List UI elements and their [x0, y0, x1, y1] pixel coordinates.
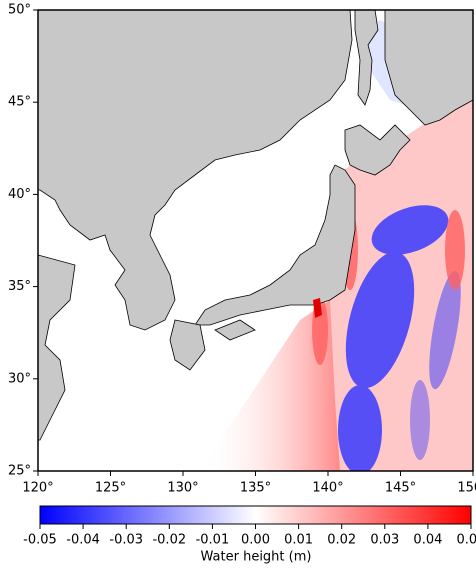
colorbar	[39, 505, 472, 525]
wave-fan	[200, 300, 345, 471]
colorbar-tick-label: -0.01	[196, 533, 230, 548]
colorbar-tick-label: 0.05	[457, 533, 476, 548]
y-tick-label: 50°	[8, 3, 31, 18]
land-kyushu	[169, 319, 206, 371]
y-tick-label: 45°	[8, 95, 31, 110]
land-sakhalin	[354, 10, 379, 106]
colorbar-label: Water height (m)	[201, 550, 312, 565]
colorbar-tick-label: -0.02	[152, 533, 186, 548]
land-hokkaido	[344, 124, 411, 176]
colorbar-tick-label: -0.03	[109, 533, 143, 548]
colorbar-tick-label: 0.00	[241, 533, 270, 548]
land-russia	[384, 10, 473, 126]
colorbar-tick-label: 0.02	[327, 533, 356, 548]
land-mainland	[38, 10, 353, 331]
y-tick-label: 30°	[8, 371, 31, 386]
y-tick-label: 25°	[8, 464, 31, 479]
x-tick-label: 135°	[240, 481, 271, 496]
x-tick-label: 120°	[22, 481, 53, 496]
map-area	[38, 10, 473, 471]
y-tick-label: 35°	[8, 279, 31, 294]
x-tick-label: 130°	[167, 481, 198, 496]
x-tick-label: 150°	[457, 481, 476, 496]
colorbar-tick-label: -0.04	[66, 533, 100, 548]
wave-troughs	[338, 205, 461, 471]
y-tick-label: 40°	[8, 187, 31, 202]
land-china	[38, 254, 76, 441]
x-tick-label: 145°	[385, 481, 416, 496]
x-tick-label: 140°	[312, 481, 343, 496]
land-honshu	[194, 164, 356, 326]
colorbar-tick-label: 0.04	[413, 533, 442, 548]
colorbar-tick-label: 0.01	[284, 533, 313, 548]
colorbar-tick-label: -0.05	[23, 533, 57, 548]
land-shikoku	[214, 319, 256, 341]
x-tick-label: 125°	[95, 481, 126, 496]
source-region	[313, 298, 322, 318]
colorbar-tick-label: 0.03	[370, 533, 399, 548]
